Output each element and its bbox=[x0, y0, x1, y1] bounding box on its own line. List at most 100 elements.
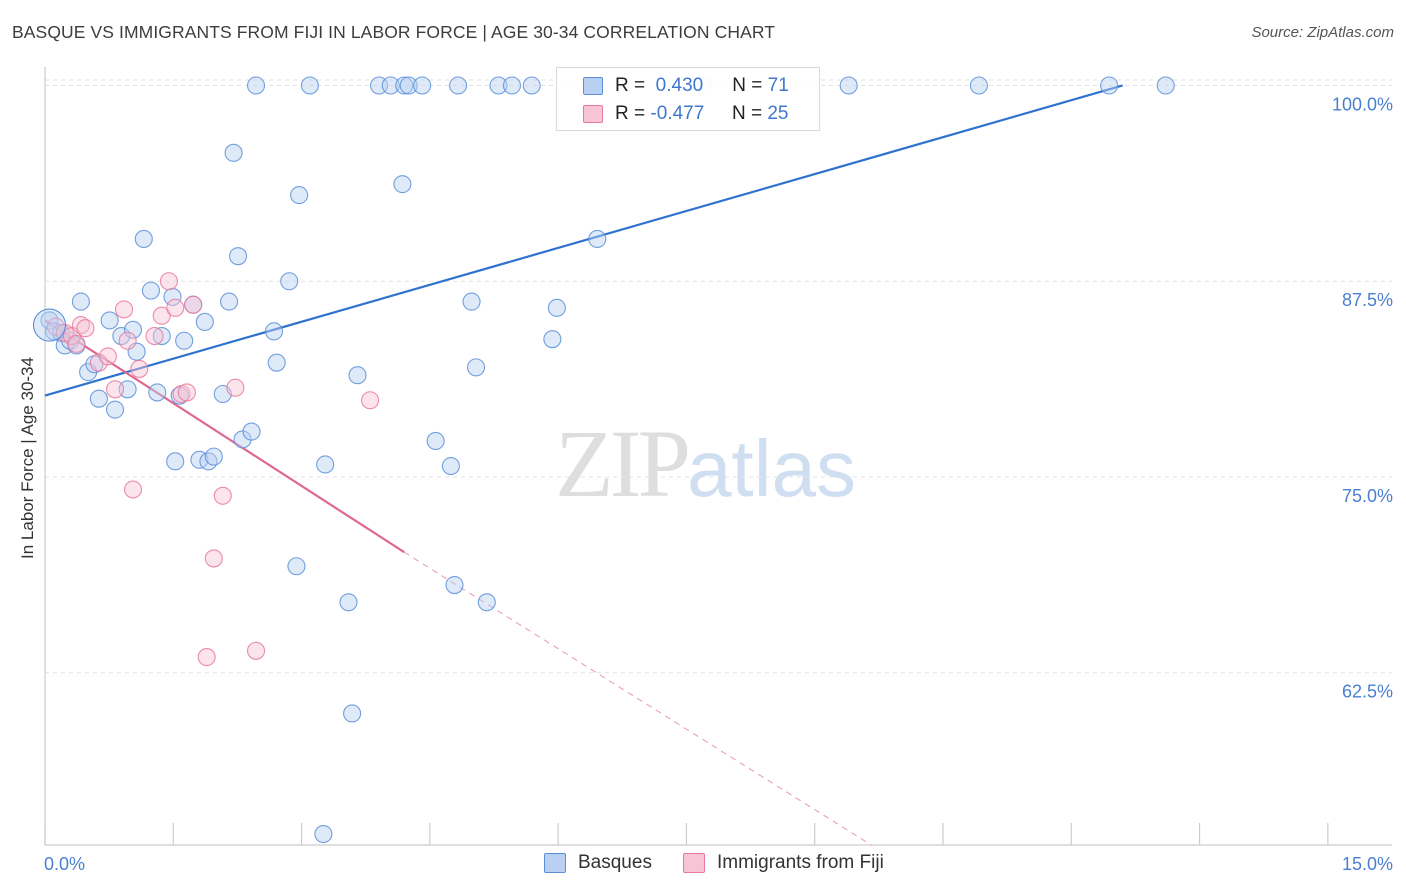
basques-point bbox=[466, 358, 486, 377]
legend-r-value: -0.477 bbox=[650, 103, 705, 124]
fiji-point bbox=[177, 383, 196, 402]
watermark: ZIPatlas bbox=[555, 408, 856, 519]
basques-point bbox=[287, 557, 306, 576]
basques-point bbox=[32, 308, 67, 342]
legend-row-basques: R = 0.430 N = 71 bbox=[583, 73, 789, 99]
legend-swatch-fiji bbox=[583, 105, 603, 123]
basques-point bbox=[1156, 76, 1175, 95]
basques-point bbox=[152, 326, 171, 346]
series-legend-fiji: Immigrants from Fiji bbox=[683, 852, 884, 874]
basques-point bbox=[393, 175, 412, 194]
basques-point bbox=[449, 76, 468, 95]
basques-point bbox=[426, 431, 445, 451]
fiji-point bbox=[145, 326, 164, 346]
fiji-point bbox=[246, 641, 266, 660]
basques-point bbox=[502, 76, 522, 95]
basques-point bbox=[413, 76, 432, 95]
basques-point bbox=[522, 76, 541, 95]
legend-n-label: N = bbox=[732, 75, 763, 96]
legend-r-value: 0.430 bbox=[655, 75, 704, 96]
fiji-point bbox=[226, 378, 245, 397]
y-tick-label: 62.5% bbox=[1342, 682, 1393, 702]
basques-point bbox=[839, 76, 858, 95]
x-tick-label: 0.0% bbox=[44, 854, 85, 874]
fiji-point bbox=[152, 306, 171, 325]
series-legend-swatch-fiji bbox=[683, 853, 705, 873]
fiji-point bbox=[166, 298, 185, 317]
basques-point bbox=[547, 298, 566, 317]
fiji-point bbox=[105, 380, 125, 399]
basques-point bbox=[343, 704, 362, 723]
legend-r-label: R = bbox=[615, 103, 646, 124]
fiji-trend-line-extension bbox=[403, 551, 872, 846]
basques-point bbox=[100, 311, 119, 330]
basques-point bbox=[267, 353, 286, 372]
fiji-point bbox=[76, 319, 95, 338]
x-tick-label: 15.0% bbox=[1342, 854, 1393, 874]
x-tick-labels: 0.0% 15.0% bbox=[44, 854, 1393, 874]
watermark-zip: ZIP bbox=[555, 410, 691, 517]
fiji-trend-line bbox=[44, 319, 405, 554]
basques-point bbox=[242, 422, 261, 441]
legend-n-value: 71 bbox=[767, 75, 789, 96]
basques-point bbox=[134, 229, 153, 249]
chart-title: BASQUE VS IMMIGRANTS FROM FIJI IN LABOR … bbox=[12, 22, 776, 42]
basques-point bbox=[118, 380, 137, 399]
basques-point bbox=[195, 312, 214, 332]
fiji-point bbox=[67, 334, 86, 353]
basques-point bbox=[477, 593, 496, 612]
basques-point bbox=[348, 366, 367, 385]
correlation-legend: R = 0.430 N = 71 R = -0.477 N = 25 bbox=[556, 67, 820, 131]
basques-point bbox=[224, 143, 243, 162]
basques-point bbox=[148, 383, 167, 402]
fiji-point bbox=[184, 295, 203, 314]
basques-point bbox=[229, 247, 248, 266]
legend-n-value: 25 bbox=[767, 103, 789, 124]
series-legend-label: Basques bbox=[578, 852, 652, 873]
series-legend-label: Immigrants from Fiji bbox=[717, 852, 884, 873]
legend-n-label: N = bbox=[731, 103, 763, 124]
basques-point bbox=[220, 292, 239, 311]
fiji-point bbox=[159, 272, 178, 291]
basques-point bbox=[588, 229, 607, 249]
fiji-point bbox=[114, 300, 134, 319]
fiji-point bbox=[361, 391, 380, 410]
basques-point bbox=[339, 593, 358, 612]
basques-point bbox=[441, 456, 460, 476]
legend-swatch-basques bbox=[583, 77, 603, 95]
watermark-atlas: atlas bbox=[687, 424, 856, 513]
y-tick-label: 100.0% bbox=[1332, 94, 1393, 114]
basques-point bbox=[105, 400, 125, 419]
fiji-point bbox=[123, 480, 143, 499]
series-legend-swatch-basques bbox=[544, 853, 566, 873]
fiji-point bbox=[197, 648, 216, 667]
fiji-point bbox=[89, 353, 108, 372]
basques-point bbox=[246, 76, 266, 95]
basques-point bbox=[280, 272, 299, 291]
basques-point bbox=[399, 76, 418, 95]
fiji-point bbox=[118, 331, 137, 350]
fiji-point bbox=[46, 317, 65, 336]
basques-point bbox=[314, 824, 333, 844]
y-tick-label: 75.0% bbox=[1342, 486, 1393, 506]
basques-point bbox=[462, 292, 481, 311]
basques-point bbox=[141, 281, 161, 300]
series-legend: Basques Immigrants from Fiji bbox=[0, 852, 1406, 878]
basques-point bbox=[204, 447, 223, 466]
basques-point bbox=[166, 452, 185, 471]
basques-point bbox=[381, 76, 400, 95]
basques-point bbox=[123, 320, 143, 339]
fiji-point bbox=[204, 549, 223, 568]
basques-point bbox=[489, 76, 508, 95]
basques-trend-line bbox=[44, 84, 1123, 397]
fiji-point bbox=[130, 359, 149, 378]
basques-point bbox=[290, 186, 309, 205]
basques-point bbox=[543, 330, 562, 349]
basques-point bbox=[89, 389, 108, 408]
trend-lines bbox=[44, 84, 1123, 846]
legend-row-fiji: R = -0.477 N = 25 bbox=[583, 101, 788, 127]
fiji-point bbox=[213, 486, 232, 505]
chart-source: Source: ZipAtlas.com bbox=[1251, 24, 1394, 41]
basques-point bbox=[395, 76, 414, 95]
